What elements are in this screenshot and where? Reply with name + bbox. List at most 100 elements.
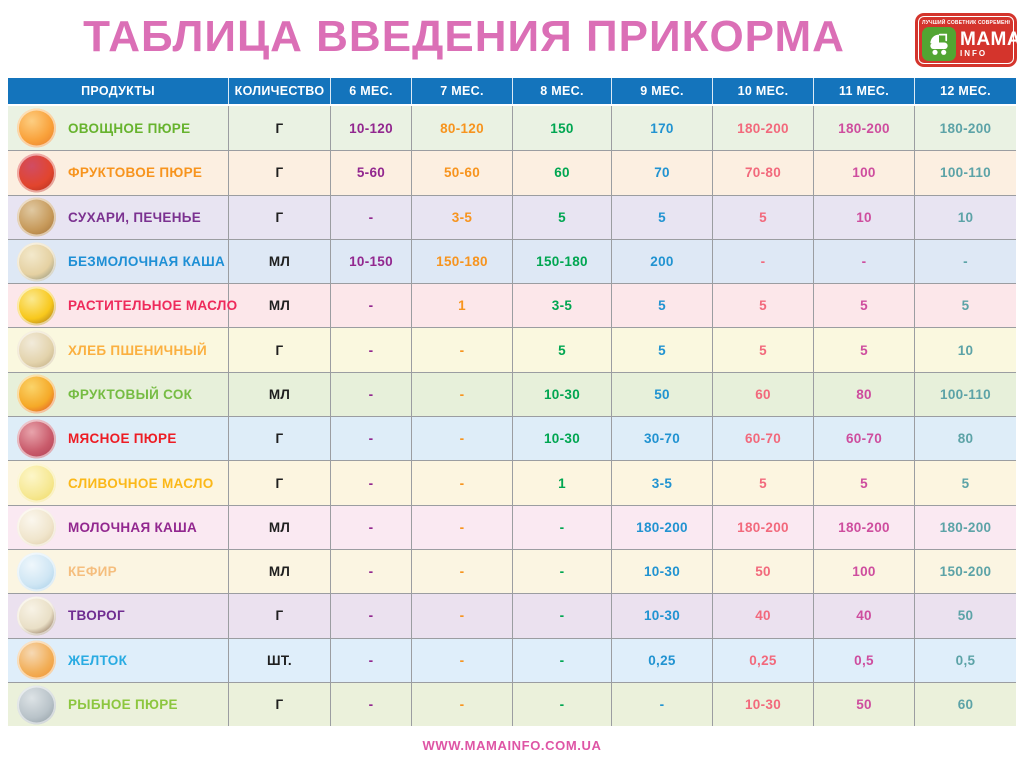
value-cell-month-11: 0,5 [813, 638, 914, 682]
value-cell-month-7: - [411, 328, 512, 372]
unit-value: Г [228, 195, 330, 239]
product-cell: ФРУКТОВОЕ ПЮРЕ [8, 151, 228, 194]
rusks-cookies-icon [17, 197, 56, 237]
product-cell: ТВОРОГ [8, 594, 228, 637]
unit-value: МЛ [228, 239, 330, 284]
value-cell-month-8: - [512, 682, 611, 727]
value-cell-month-10: 5 [712, 328, 813, 372]
value-cell-month-6: - [330, 372, 411, 417]
product-name: СЛИВОЧНОЕ МАСЛО [68, 475, 214, 491]
value-cell-month-8: - [512, 505, 611, 549]
value-cell-month-6: - [330, 638, 411, 682]
value-cell-month-9: 10-30 [611, 594, 712, 638]
column-header-month-8: 8 МЕС. [512, 78, 611, 104]
column-header-month-12: 12 МЕС. [914, 78, 1016, 104]
logo-info: INFO [960, 49, 988, 58]
value-cell-month-9: 70 [611, 151, 712, 195]
unit-value: Г [228, 328, 330, 372]
table-row: МОЛОЧНАЯ КАША МЛ - - -180-200 180-200 180-200 1… [8, 504, 1016, 549]
value-cell-month-12: 100-110 [914, 372, 1016, 417]
wheat-bread-icon [17, 330, 56, 370]
value-cell-month-9: 5 [611, 284, 712, 328]
egg-yolk-icon [17, 640, 56, 680]
value-cell-month-7: - [411, 461, 512, 505]
fish-puree-icon [17, 685, 56, 724]
column-header-quantity: КОЛИЧЕСТВО [228, 78, 330, 104]
fruit-puree-icon [17, 153, 56, 193]
value-cell-month-10: 70-80 [712, 151, 813, 195]
stroller-icon [922, 27, 956, 61]
table-row: СЛИВОЧНОЕ МАСЛО Г - -1 3-5 5 5 5 [8, 460, 1016, 505]
value-cell-month-7: 80-120 [411, 106, 512, 151]
value-cell-month-7: - [411, 638, 512, 682]
column-header-month-9: 9 МЕС. [611, 78, 712, 104]
product-name: РАСТИТЕЛЬНОЕ МАСЛО [68, 298, 238, 314]
value-cell-month-6: - [330, 594, 411, 638]
value-cell-month-9: 180-200 [611, 505, 712, 549]
unit-value: МЛ [228, 372, 330, 417]
product-cell: РАСТИТЕЛЬНОЕ МАСЛО [8, 284, 237, 327]
product-name: СУХАРИ, ПЕЧЕНЬЕ [68, 209, 202, 225]
value-cell-month-9: 50 [611, 372, 712, 417]
value-cell-month-12: 150-200 [914, 549, 1016, 594]
product-cell: МЯСНОЕ ПЮРЕ [8, 417, 228, 460]
value-cell-month-12: - [914, 239, 1016, 284]
value-cell-month-7: 50-60 [411, 151, 512, 195]
value-cell-month-8: - [512, 549, 611, 594]
value-cell-month-11: 40 [813, 594, 914, 638]
product-cell: ЖЕЛТОК [8, 639, 228, 682]
value-cell-month-11: 50 [813, 682, 914, 727]
logo-inner-frame: ЛУЧШИЙ СОВЕТНИК СОВРЕМЕННОЙ МАМЫ МАМА IN… [918, 16, 1021, 64]
value-cell-month-6: - [330, 284, 411, 328]
column-header-month-11: 11 МЕС. [813, 78, 914, 104]
product-name: ТВОРОГ [68, 608, 125, 624]
cottage-cheese-icon [17, 596, 56, 636]
value-cell-month-10: 5 [712, 284, 813, 328]
value-cell-month-8: 10-30 [512, 372, 611, 417]
value-cell-month-12: 80 [914, 417, 1016, 461]
table-header-row: ПРОДУКТЫ КОЛИЧЕСТВО 6 МЕС. 7 МЕС. 8 МЕС. 9 МЕ… [8, 78, 1016, 106]
unit-value: Г [228, 151, 330, 195]
unit-value: Г [228, 594, 330, 638]
value-cell-month-6: 10-120 [330, 106, 411, 151]
butter-icon [17, 463, 56, 503]
value-cell-month-10: 60-70 [712, 417, 813, 461]
page-title: ТАБЛИЦА ВВЕДЕНИЯ ПРИКОРМА [83, 12, 845, 61]
table-body: ОВОЩНОЕ ПЮРЕ Г 10-120 80-120 150 170 180-200 18… [8, 106, 1016, 727]
table-row: БЕЗМОЛОЧНАЯ КАША МЛ 10-150 150-180 150-180 20… [8, 238, 1016, 284]
column-header-products: ПРОДУКТЫ [81, 84, 155, 98]
product-cell: БЕЗМОЛОЧНАЯ КАША [8, 240, 228, 283]
value-cell-month-12: 60 [914, 682, 1016, 727]
value-cell-month-10: 5 [712, 461, 813, 505]
milk-porridge-icon [17, 507, 56, 547]
unit-value: Г [228, 417, 330, 461]
page-header: ТАБЛИЦА ВВЕДЕНИЯ ПРИКОРМА ЛУЧШИЙ СОВЕТНИ… [0, 0, 1024, 78]
column-header-month-6: 6 МЕС. [330, 78, 411, 104]
value-cell-month-12: 50 [914, 594, 1016, 638]
value-cell-month-7: - [411, 682, 512, 727]
value-cell-month-12: 10 [914, 328, 1016, 372]
value-cell-month-9: 10-30 [611, 549, 712, 594]
value-cell-month-9: 30-70 [611, 417, 712, 461]
table-row: ТВОРОГ Г - - -10-30 40 40 50 [8, 593, 1016, 638]
product-name: ФРУКТОВОЕ ПЮРЕ [68, 165, 203, 181]
table-row: ФРУКТОВЫЙ СОК МЛ - -10-30 50 60 80 100-110 [8, 371, 1016, 417]
value-cell-month-7: - [411, 549, 512, 594]
table-row: СУХАРИ, ПЕЧЕНЬЕ Г -3-5 5 5 5 10 10 [8, 194, 1016, 239]
value-cell-month-6: 5-60 [330, 151, 411, 195]
value-cell-month-7: - [411, 594, 512, 638]
table-row: ХЛЕБ ПШЕНИЧНЫЙ Г - -5 5 5 5 10 [8, 327, 1016, 372]
value-cell-month-11: 10 [813, 195, 914, 239]
product-cell: КЕФИР [8, 550, 228, 593]
value-cell-month-12: 180-200 [914, 505, 1016, 549]
value-cell-month-6: - [330, 549, 411, 594]
value-cell-month-8: 150 [512, 106, 611, 151]
value-cell-month-6: 10-150 [330, 239, 411, 284]
value-cell-month-7: - [411, 417, 512, 461]
product-cell: РЫБНОЕ ПЮРЕ [8, 683, 228, 726]
value-cell-month-7: 3-5 [411, 195, 512, 239]
value-cell-month-7: - [411, 505, 512, 549]
unit-value: МЛ [228, 284, 330, 328]
value-cell-month-11: 180-200 [813, 106, 914, 151]
table-row: РЫБНОЕ ПЮРЕ Г - - - -10-30 50 60 [8, 681, 1016, 727]
